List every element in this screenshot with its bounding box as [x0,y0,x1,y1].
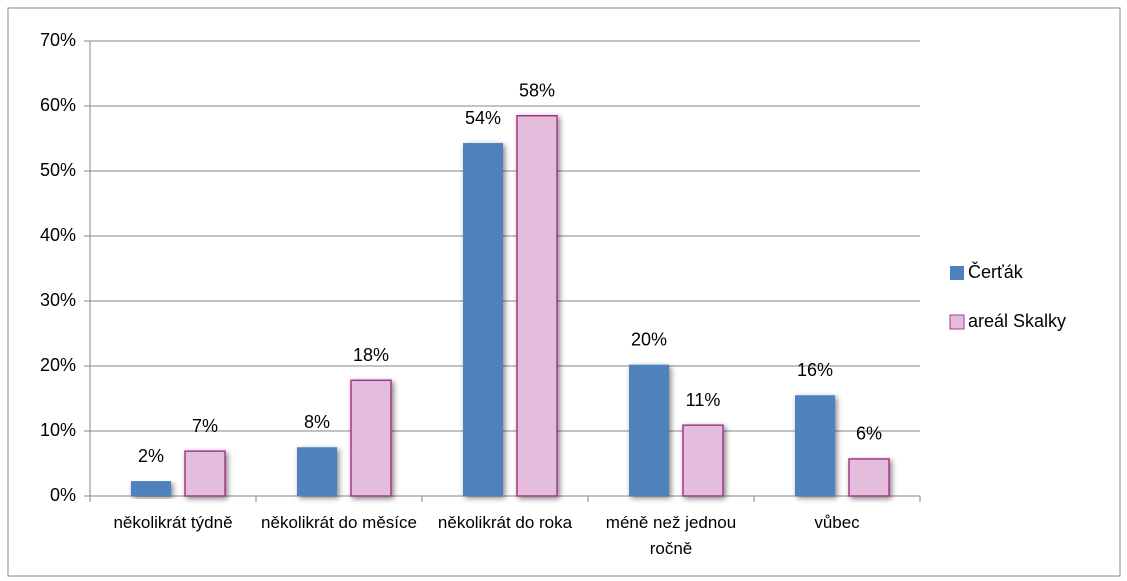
data-label: 54% [465,108,501,128]
bar [795,395,835,496]
bar [848,458,890,497]
x-tick-label: méně než jednou ročně [605,513,737,558]
bar [350,379,392,497]
bar [463,143,503,497]
legend-swatch [950,266,964,280]
data-label: 58% [519,81,555,101]
y-tick-label: 0% [50,485,76,505]
bar [682,424,724,497]
legend-label: Čerťák [968,261,1024,282]
x-tick-label: několikrát do měsíce [261,513,417,532]
bar [184,450,226,497]
x-tick-label: vůbec [814,513,860,532]
bar [516,115,558,497]
y-tick-label: 20% [40,355,76,375]
data-label: 16% [797,360,833,380]
bar [297,447,337,496]
data-label: 6% [856,424,882,444]
y-tick-label: 70% [40,30,76,50]
data-label: 20% [631,329,667,349]
legend-swatch [949,314,965,330]
y-tick-label: 10% [40,420,76,440]
data-label: 7% [192,416,218,436]
bar [131,481,171,496]
legend-label: areál Skalky [968,311,1066,331]
y-tick-label: 40% [40,225,76,245]
x-tick-label: několikrát do roka [437,513,573,532]
y-tick-label: 50% [40,160,76,180]
data-label: 18% [353,345,389,365]
bar [629,364,669,496]
y-tick-label: 30% [40,290,76,310]
data-label: 11% [686,390,721,410]
chart-border [7,7,1121,577]
x-tick-label: několikrát týdně [113,513,233,532]
data-label: 2% [138,446,164,466]
data-label: 8% [304,412,330,432]
y-tick-label: 60% [40,95,76,115]
